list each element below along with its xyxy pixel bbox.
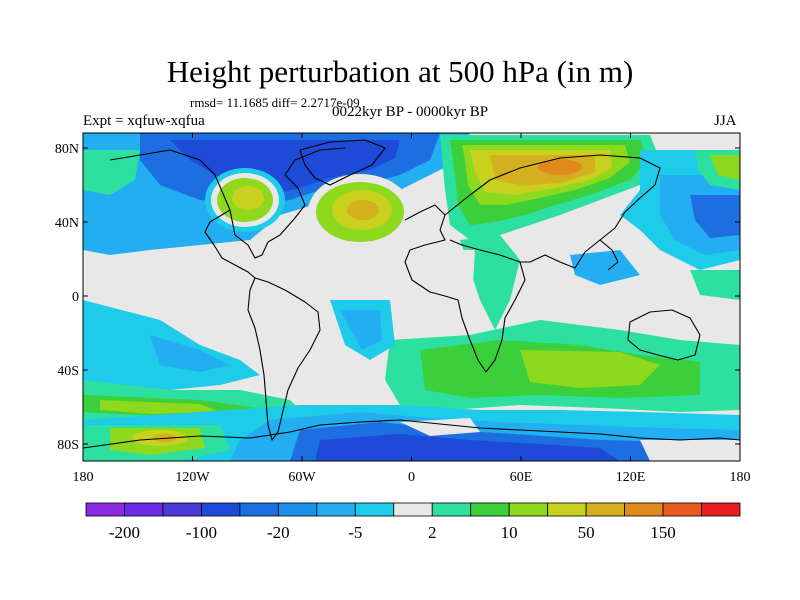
period-subtitle: 0022kyr BP - 0000kyr BP [331,104,489,120]
contour-region [520,350,660,388]
contour-region [100,400,220,414]
tick-marks [82,133,741,461]
colorbar-labels: -200 -100 -20 -5 2 10 50 150 [109,523,676,542]
colorbar-swatch [85,502,125,517]
colorbar-swatch [277,502,318,517]
contour-region [232,186,264,210]
colorbar-swatch [624,502,664,517]
colorbar-label: -5 [348,523,362,542]
colorbar-swatch [508,502,549,517]
colorbar [85,502,741,517]
x-tick-label: 60W [288,470,316,485]
experiment-label: Expt = xqfuw-xqfua [83,113,205,129]
contour-region [83,150,140,195]
colorbar-swatch [239,502,279,517]
x-tick-label: 120W [175,470,210,485]
contour-region [690,270,740,300]
x-tick-label: 180 [730,470,751,485]
contour-region [340,310,382,350]
colorbar-swatch [162,502,202,517]
contour-region [710,155,740,180]
colorbar-label: -20 [267,523,290,542]
colorbar-label: 150 [650,523,676,542]
coastline-greenland [299,139,386,186]
coastline-antarctica [83,419,740,449]
map-title: Height perturbation at 500 hPa (in m) [166,54,634,89]
colorbar-label: 50 [578,523,595,542]
coastline-north-america [109,147,346,279]
contour-region [420,250,475,330]
colorbar-swatch [393,502,433,517]
coastline-asia [444,154,661,271]
contour-region [150,335,230,372]
y-tick-label: 40N [55,216,79,231]
colorbar-swatch [547,502,587,517]
y-tick-label: 0 [72,290,79,305]
contour-region [315,434,620,461]
contour-region [538,159,582,175]
coastlines [83,139,740,449]
season-label: JJA [714,113,737,129]
colorbar-label: 2 [428,523,437,542]
colorbar-label: -100 [186,523,217,542]
y-tick-label: 80S [57,438,79,453]
x-axis-labels: 180 120W 60W 0 60E 120E 180 [73,470,751,485]
x-tick-label: 120E [616,470,646,485]
colorbar-swatch [470,502,510,517]
contour-region [347,200,379,220]
contour-region [460,235,520,330]
y-axis-labels: 80N 40N 0 40S 80S [55,142,79,453]
contour-region [83,225,160,255]
x-tick-label: 0 [408,470,415,485]
x-tick-label: 60E [510,470,533,485]
colorbar-swatch [316,502,356,517]
colorbar-swatch [201,502,241,517]
colorbar-swatch [662,502,702,517]
coastline-europe-africa [404,204,526,373]
contour-region [570,250,640,285]
coastline-south-america [247,277,321,441]
contour-region [640,440,740,461]
colorbar-label: 10 [501,523,518,542]
colorbar-swatch [124,502,164,517]
colorbar-swatch [354,502,395,517]
colorbar-swatch [585,502,625,517]
y-tick-label: 40S [57,364,79,379]
coastline-australia [627,309,701,361]
y-tick-label: 80N [55,142,79,157]
x-tick-label: 180 [73,470,94,485]
colorbar-label: -200 [109,523,140,542]
contour-region [690,195,740,238]
rmsd-text: rmsd= 11.1685 diff= 2.2717e-09 [190,95,360,110]
colorbar-swatch [431,502,472,517]
colorbar-swatch [701,502,741,517]
contour-field [83,133,740,461]
